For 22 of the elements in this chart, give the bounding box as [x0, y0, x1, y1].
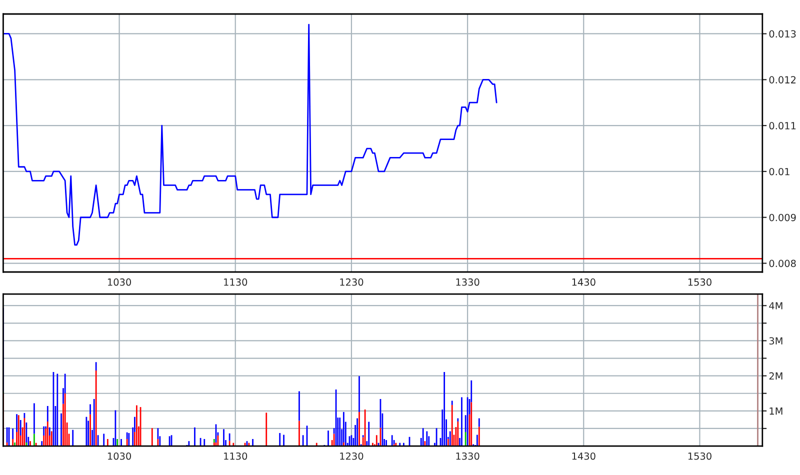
x-tick-label: 1030 [108, 278, 132, 286]
y-tick-label: 0.009 [769, 214, 796, 222]
y-tick-label: 4M [769, 302, 782, 310]
x-tick-label: 1330 [456, 452, 480, 460]
y-tick-label: 0.011 [769, 122, 796, 130]
x-tick-label: 1530 [688, 452, 712, 460]
x-tick-label: 1430 [572, 452, 596, 460]
y-tick-label: 0.01 [769, 168, 790, 176]
x-tick-label: 1330 [456, 278, 480, 286]
y-tick-label: 0.008 [769, 260, 796, 268]
x-tick-label: 1230 [340, 452, 364, 460]
x-tick-label: 1430 [572, 278, 596, 286]
y-tick-label: 2M [769, 372, 782, 380]
y-tick-label: 0.012 [769, 76, 796, 84]
y-tick-label: 3M [769, 337, 782, 345]
x-tick-label: 1230 [340, 278, 364, 286]
x-tick-label: 1030 [108, 452, 132, 460]
y-tick-label: 1M [770, 408, 782, 415]
y-tick-label: 0.013 [769, 30, 796, 38]
x-tick-label: 1130 [224, 452, 248, 460]
x-tick-label: 1130 [224, 278, 248, 286]
x-tick-label: 1530 [688, 278, 712, 286]
